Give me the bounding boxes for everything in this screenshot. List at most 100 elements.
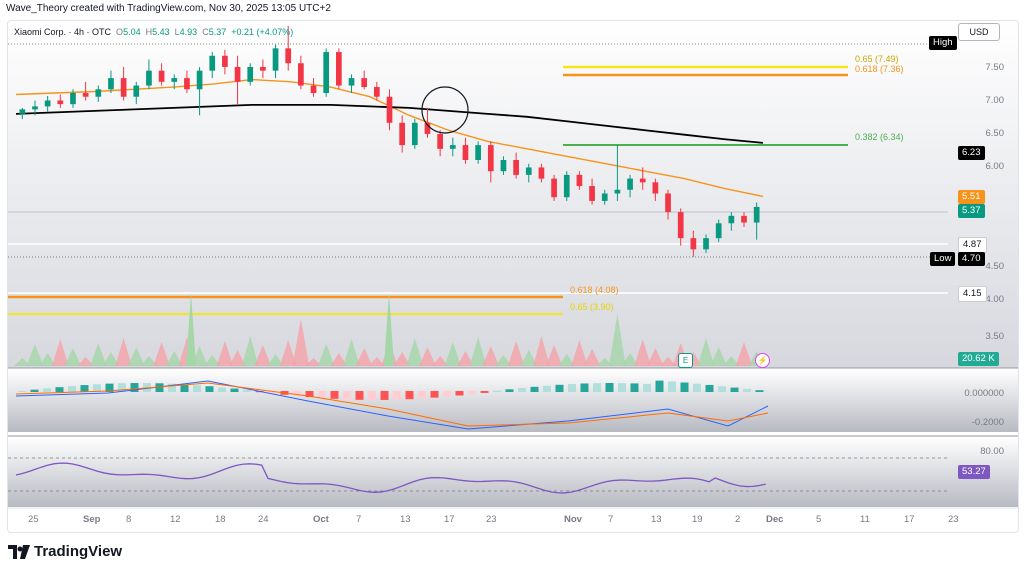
- macd-histogram-bar: [180, 384, 189, 392]
- candle-body: [82, 93, 89, 97]
- currency-button[interactable]: USD: [958, 23, 1000, 41]
- macd-histogram-bar: [605, 383, 614, 392]
- candle-body: [513, 160, 519, 175]
- legend-o-label: O: [116, 27, 124, 37]
- candle-body: [247, 66, 254, 82]
- macd-histogram-bar: [518, 388, 526, 392]
- volume-bar: [457, 351, 474, 366]
- macd-histogram-bar: [705, 384, 714, 392]
- macd-histogram-bar: [493, 390, 501, 392]
- volume-bar: [203, 355, 221, 366]
- candle-body: [753, 206, 760, 223]
- candle-body: [500, 160, 507, 172]
- macd-histogram-bar: [55, 387, 64, 392]
- volume-bar: [165, 351, 183, 366]
- macd-histogram-bar: [530, 386, 539, 392]
- candle-body: [449, 145, 456, 149]
- price-tag-support: 4.87: [958, 237, 987, 253]
- time-tick: 12: [170, 514, 181, 525]
- volume-bar: [482, 346, 500, 366]
- volume-bar: [229, 350, 246, 366]
- candle-body: [690, 238, 697, 250]
- macd-histogram-bar: [118, 383, 126, 392]
- macd-histogram-bar: [205, 386, 214, 392]
- macd-histogram-bar: [468, 391, 476, 395]
- candle-body: [627, 178, 633, 190]
- macd-histogram-bar: [318, 391, 326, 399]
- time-tick: 13: [651, 514, 662, 525]
- candle-body: [538, 167, 545, 179]
- low-tag: Low: [930, 252, 956, 266]
- price-tick: 4.00: [985, 294, 1005, 305]
- volume-bar: [609, 314, 626, 366]
- candle-body: [133, 85, 140, 97]
- price-tag-last: 5.37: [958, 204, 985, 218]
- candle-body: [272, 48, 279, 71]
- price-tick: 4.50: [985, 261, 1005, 272]
- volume-bar: [51, 339, 69, 366]
- macd-histogram-bar: [68, 386, 76, 392]
- macd-histogram-bar: [343, 391, 351, 400]
- macd-histogram-bar: [455, 391, 464, 396]
- volume-bar: [39, 353, 56, 366]
- macd-histogram-bar: [305, 391, 314, 398]
- candle-body: [614, 189, 621, 194]
- lightning-icon[interactable]: ⚡: [755, 353, 770, 368]
- tradingview-logo[interactable]: TradingView: [8, 543, 122, 560]
- candle-body: [70, 93, 76, 105]
- volume-bar: [507, 341, 525, 366]
- volume-bar: [216, 341, 234, 366]
- volume-bar: [279, 340, 297, 366]
- macd-histogram-bar: [693, 383, 701, 392]
- macd-signal-line: [15, 382, 769, 427]
- time-tick: 17: [904, 514, 915, 525]
- volume-bar: [102, 352, 120, 366]
- macd-histogram-bar: [355, 391, 364, 400]
- candle-body: [298, 63, 304, 86]
- time-tick: Oct: [313, 514, 329, 525]
- time-tick: 7: [356, 514, 362, 525]
- volume-bar: [254, 345, 272, 366]
- macd-histogram-bar: [43, 388, 51, 392]
- candle-body: [639, 178, 646, 183]
- candle-body: [703, 238, 709, 250]
- macd-histogram-bar: [730, 387, 739, 392]
- price-tag-ema-orange: 5.51: [958, 190, 985, 204]
- time-tick: 23: [948, 514, 959, 525]
- macd-tick: -0.2000: [971, 417, 1004, 428]
- highlight-circle: [421, 86, 469, 134]
- macd-histogram-bar: [293, 391, 301, 397]
- volume-bar: [393, 352, 411, 366]
- price-chart-svg[interactable]: [8, 21, 1018, 532]
- chart-credit: Wave_Theory created with TradingView.com…: [6, 3, 331, 14]
- chart-area[interactable]: Xiaomi Corp. · 4h · OTC O5.04 H5.43 L4.9…: [7, 20, 1019, 533]
- volume-bar: [520, 350, 538, 366]
- candle-body: [146, 70, 152, 86]
- time-tick: Nov: [564, 514, 582, 525]
- volume-bar: [419, 347, 436, 366]
- candle-body: [665, 193, 671, 213]
- volume-bar: [406, 338, 424, 366]
- volume-bar: [153, 342, 170, 366]
- time-tick: 25: [28, 514, 39, 525]
- macd-histogram-bar: [443, 391, 451, 397]
- macd-histogram-bar: [368, 391, 376, 400]
- rsi-tick: 80.00: [980, 446, 1004, 457]
- rsi-pane: [8, 437, 1018, 507]
- candle-body: [108, 78, 114, 90]
- macd-histogram-bar: [230, 388, 239, 392]
- macd-histogram-bar: [655, 380, 664, 392]
- volume-bar: [558, 354, 576, 366]
- time-tick: 7: [608, 514, 614, 525]
- volume-bar: [571, 340, 588, 366]
- time-tick: 24: [258, 514, 269, 525]
- candle-body: [601, 193, 608, 201]
- macd-histogram-bar: [380, 391, 389, 400]
- legend-symbol: Xiaomi Corp. · 4h · OTC: [14, 27, 112, 37]
- volume-bar: [444, 342, 462, 366]
- volume-bar: [545, 345, 563, 366]
- earnings-icon[interactable]: E: [678, 353, 693, 368]
- macd-histogram-bar: [80, 385, 89, 392]
- volume-bar: [305, 358, 322, 366]
- volume-bar: [115, 338, 132, 366]
